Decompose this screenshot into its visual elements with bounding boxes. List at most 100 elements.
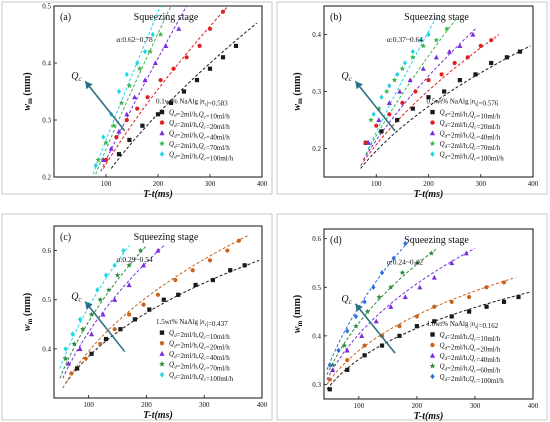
qc-label: Qc [341,294,352,306]
data-point-s2 [207,258,213,263]
data-point-s4 [353,323,359,329]
data-point-s1 [379,129,384,134]
legend-header: 0.1wt% NaAlg |ns|=0.583 [156,97,228,107]
data-point-s5 [395,71,400,78]
qc-arrow-head [85,81,93,90]
data-point-s2 [171,66,176,71]
data-point-s4 [147,48,153,54]
data-point-s3 [463,250,469,256]
data-point-s2 [83,356,88,361]
fit-curve-5 [367,17,437,149]
legend-marker-4 [429,363,436,369]
data-point-s1 [193,282,198,288]
data-point-s2 [190,268,195,273]
data-point-s1 [426,95,431,100]
fit-curve-5 [326,238,412,371]
data-point-s5 [379,94,384,100]
y-tick-label: 0.6 [312,235,321,243]
data-point-s1 [210,277,215,283]
data-point-s4 [420,43,427,49]
fit-curve-1 [326,291,531,390]
fit-curve-3 [100,6,188,172]
x-tick-label: 400 [257,401,268,409]
legend-entry-5: Qd=2ml/h,Qc=100ml/h [440,373,505,385]
data-point-s1 [127,137,132,143]
alpha-annotation: α:0.24~0.42 [387,258,424,267]
data-point-s3 [386,100,392,105]
qc-label: Qc [71,292,82,304]
data-point-s4 [97,296,103,303]
legend-marker-3 [159,350,165,356]
data-point-s3 [446,48,452,54]
data-point-s2 [426,78,431,83]
legend-marker-5 [159,371,165,378]
legend-entry-5: Qd=2ml/h,Qc=100ml/h [169,371,234,383]
data-point-s3 [142,77,148,83]
chart-panel-2: 100 200 300 400 0.2 0.3 0.4 T-t(ms) wm (mm) (b) Sq… [276,1,548,200]
legend-entry-2: Qd=2ml/h,Qc=20ml/h [169,119,230,131]
x-tick-label: 300 [470,402,481,410]
data-point-s3 [65,360,71,366]
y-tick-label: 0.3 [42,117,51,125]
panel-label: (a) [60,12,71,23]
legend-marker-2 [430,120,435,125]
legend-marker-4 [159,140,165,146]
data-point-s5 [426,31,431,38]
data-point-s3 [108,145,114,151]
data-point-s2 [432,304,437,309]
y-axis-label: wm (mm) [292,72,304,110]
data-point-s2 [114,135,119,140]
data-point-s5 [353,313,359,320]
alpha-annotation: α:0.37~0.64 [387,35,424,44]
data-point-s3 [89,331,95,337]
data-point-s2 [127,312,132,317]
data-point-s2 [145,95,150,100]
data-points [62,238,247,376]
data-point-s5 [403,240,408,247]
data-point-s3 [431,274,437,280]
data-point-s1 [345,367,350,372]
data-point-s5 [402,60,408,66]
data-point-s5 [336,347,341,354]
panel-title: Squeezing stage [404,235,469,246]
x-tick-label: 400 [528,402,539,410]
data-point-s2 [207,26,213,31]
data-point-s2 [374,123,379,128]
y-tick-label: 0.3 [312,381,321,389]
data-point-s1 [410,106,415,111]
data-point-s1 [181,89,187,94]
data-point-s1 [517,49,523,54]
data-point-s4 [71,341,77,347]
legend-marker-4 [429,140,436,146]
legend-marker-2 [430,342,435,348]
legend-entry-5: Qd=2ml/h,Qc=100ml/h [440,150,505,162]
plot-area [53,5,263,178]
data-point-s5 [103,272,109,278]
data-point-s1 [489,60,494,66]
data-point-s3 [388,304,394,309]
data-point-s1 [473,72,478,77]
data-point-s1 [116,152,122,157]
legend-entry-2: Qd=2ml/h,Qc=20ml/h [440,341,501,353]
legend-marker-3 [159,130,165,136]
data-point-s1 [414,324,419,329]
panel-label: (d) [330,235,342,246]
legend-marker-2 [159,340,165,346]
data-point-s3 [373,318,379,324]
legend: 1.5wt% NaAlg |ns|=0.437Qd=2ml/h,Qc=10ml/… [156,318,234,383]
legend-header: 0.5wt% NaAlg |ns|=0.576 [427,97,499,107]
data-point-s5 [410,48,415,55]
data-point-s1 [397,333,402,338]
legend-entry-3: Qd=2ml/h,Qc=40ml/h [169,350,230,362]
data-point-s3 [141,262,147,268]
panel-title: Squeezing stage [134,232,199,243]
fit-curves [59,235,260,389]
legend-entry-4: Qd=2ml/h,Qc=70ml/h [169,140,230,152]
y-tick-label: 0.2 [312,145,321,153]
legend-marker-1 [159,330,165,335]
fit-curve-3 [62,245,165,379]
data-point-s5 [371,111,376,117]
data-point-s1 [504,55,509,60]
data-point-s3 [344,347,350,353]
fit-curve-2 [62,235,248,389]
